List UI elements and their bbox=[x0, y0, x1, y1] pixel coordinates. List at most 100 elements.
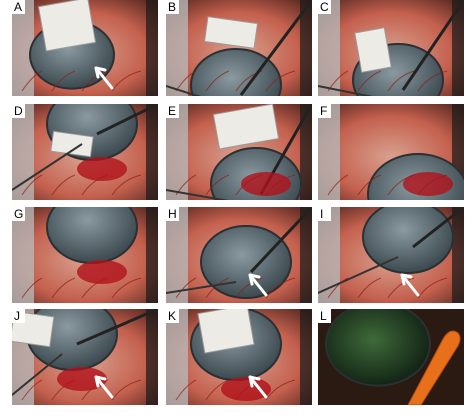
sponge bbox=[197, 309, 255, 354]
drape bbox=[166, 104, 188, 200]
panel: J bbox=[12, 309, 158, 405]
drape bbox=[166, 207, 188, 303]
panel-image bbox=[166, 309, 312, 405]
drape bbox=[300, 0, 312, 96]
drape bbox=[146, 104, 158, 200]
panel-image bbox=[12, 104, 158, 200]
drape bbox=[318, 104, 340, 200]
vessel bbox=[387, 277, 415, 299]
panel: G bbox=[12, 207, 158, 303]
drape bbox=[166, 309, 188, 405]
vessel bbox=[51, 70, 76, 92]
vessel bbox=[387, 70, 415, 92]
label-box bbox=[12, 309, 25, 323]
vessel bbox=[265, 70, 296, 92]
panel-image bbox=[166, 104, 312, 200]
instrument bbox=[401, 0, 464, 91]
instrument bbox=[166, 85, 201, 96]
drape bbox=[166, 0, 188, 96]
instrument bbox=[12, 143, 83, 191]
panel-image bbox=[166, 0, 312, 96]
caption-area bbox=[0, 405, 474, 420]
instrument bbox=[318, 256, 399, 294]
instrument bbox=[318, 85, 374, 96]
instrument bbox=[12, 353, 63, 396]
vessel bbox=[327, 277, 349, 299]
blood bbox=[403, 172, 453, 196]
panel-label: H bbox=[168, 207, 177, 221]
arrow bbox=[94, 375, 114, 399]
vessel bbox=[265, 379, 296, 401]
panel: F bbox=[318, 104, 464, 200]
drape bbox=[452, 207, 464, 303]
arrow bbox=[248, 273, 268, 297]
vessel bbox=[81, 70, 109, 92]
label-box bbox=[318, 104, 331, 118]
sponge bbox=[50, 130, 94, 158]
vessel bbox=[51, 277, 76, 299]
vessel bbox=[21, 379, 43, 401]
panel-image bbox=[318, 0, 464, 96]
cornea bbox=[200, 225, 292, 299]
panel-label: C bbox=[320, 0, 329, 14]
drape bbox=[318, 0, 340, 96]
panel: C bbox=[318, 0, 464, 96]
blood bbox=[221, 377, 271, 401]
label-box bbox=[166, 309, 179, 323]
label-box bbox=[166, 104, 179, 118]
vessel bbox=[111, 70, 142, 92]
drape bbox=[146, 309, 158, 405]
drape bbox=[12, 207, 34, 303]
label-box bbox=[12, 0, 25, 14]
panel: A bbox=[12, 0, 158, 96]
panel-label: F bbox=[320, 104, 327, 118]
panel-label: B bbox=[168, 0, 176, 14]
panel-image bbox=[318, 104, 464, 200]
arrow bbox=[94, 66, 114, 90]
drape bbox=[300, 207, 312, 303]
cornea bbox=[362, 207, 454, 274]
cornea bbox=[190, 48, 282, 96]
label-box bbox=[318, 207, 331, 221]
sponge bbox=[37, 0, 97, 52]
sponge bbox=[212, 104, 280, 150]
arrow bbox=[248, 375, 268, 399]
vessel bbox=[357, 70, 382, 92]
drape bbox=[452, 0, 464, 96]
vessel bbox=[205, 379, 230, 401]
vessel bbox=[357, 277, 382, 299]
instrument bbox=[249, 207, 312, 274]
panel: H bbox=[166, 207, 312, 303]
panel-label: J bbox=[14, 309, 20, 323]
vessel bbox=[327, 174, 349, 196]
panel-image bbox=[318, 207, 464, 303]
label-box bbox=[318, 0, 331, 14]
drape bbox=[318, 207, 340, 303]
blood bbox=[241, 172, 291, 196]
vessel bbox=[111, 174, 142, 196]
vessel bbox=[175, 379, 197, 401]
panel: K bbox=[166, 309, 312, 405]
vessel bbox=[21, 277, 43, 299]
drape bbox=[300, 104, 312, 200]
spatula bbox=[407, 330, 461, 405]
blood bbox=[77, 157, 127, 181]
drape bbox=[300, 309, 312, 405]
panel: D bbox=[12, 104, 158, 200]
blood bbox=[57, 367, 107, 391]
vessel bbox=[357, 174, 382, 196]
vessel bbox=[235, 277, 263, 299]
drape bbox=[12, 104, 34, 200]
instrument bbox=[166, 189, 229, 200]
cornea bbox=[46, 207, 138, 264]
sponge bbox=[203, 16, 259, 49]
vessel bbox=[111, 379, 142, 401]
drape bbox=[146, 207, 158, 303]
sponge bbox=[354, 27, 392, 73]
vessel bbox=[175, 277, 197, 299]
panel-image bbox=[166, 207, 312, 303]
vessel bbox=[111, 277, 142, 299]
label-box bbox=[12, 104, 25, 118]
panel-label: G bbox=[14, 207, 23, 221]
vessel bbox=[21, 70, 43, 92]
